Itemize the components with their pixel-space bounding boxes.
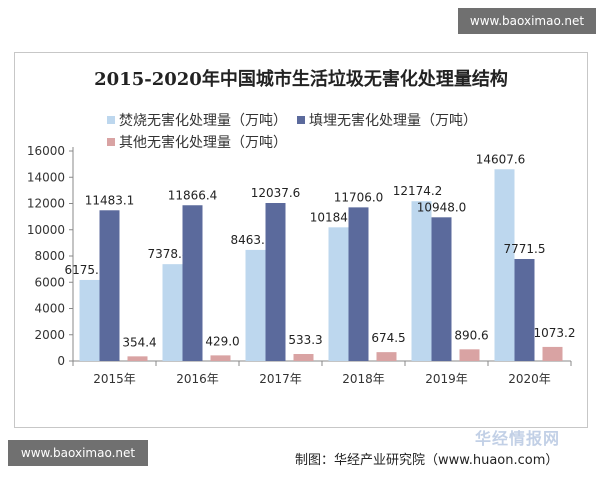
legend-label-other: 其他无害化处理量（万吨） (119, 135, 287, 151)
x-tick-label: 2015年 (93, 372, 136, 386)
bar-series-3-4 (376, 352, 397, 361)
legend-label-landfill: 填埋无害化处理量（万吨） (309, 113, 477, 129)
y-tick-label: 0 (57, 354, 65, 368)
data-label-series-2-2: 11866.4 (168, 188, 218, 202)
bar-series-1-2 (162, 264, 183, 361)
legend-item-incineration: 焚烧无害化处理量（万吨） (107, 110, 287, 130)
x-tick-label: 2016年 (176, 372, 219, 386)
data-label-series-2-5: 10948.0 (417, 200, 467, 214)
y-tick-label: 14000 (27, 170, 65, 184)
y-tick-label: 16000 (27, 144, 65, 158)
data-label-series-3-2: 429.0 (205, 334, 239, 348)
bar-series-3-2 (210, 355, 231, 361)
bar-series-3-3 (293, 354, 314, 361)
data-label-series-2-1: 11483.1 (85, 193, 135, 207)
data-label-series-3-6: 1073.2 (534, 326, 576, 340)
data-label-series-3-4: 674.5 (371, 331, 405, 345)
watermark-badge-bottom: www.baoximao.net (8, 440, 148, 466)
bar-series-1-5 (411, 201, 432, 361)
bar-series-1-6 (494, 169, 515, 361)
legend-swatch-incineration (107, 116, 115, 124)
bar-series-2-3 (265, 203, 286, 361)
y-tick-label: 8000 (34, 249, 65, 263)
y-tick-label: 2000 (34, 328, 65, 342)
bar-series-1-1 (79, 279, 100, 361)
watermark-badge-top: www.baoximao.net (458, 8, 596, 34)
data-label-series-1-5: 12174.2 (393, 184, 443, 198)
bar-series-2-2 (182, 205, 203, 361)
bar-series-3-5 (459, 349, 480, 361)
data-label-series-1-1: 6175.5 (65, 263, 107, 277)
data-label-series-2-4: 11706.0 (334, 190, 384, 204)
watermark-text: 华经情报网 (475, 429, 561, 448)
legend-item-other: 其他无害化处理量（万吨） (107, 132, 287, 152)
bar-series-1-3 (245, 249, 266, 361)
x-tick-label: 2017年 (259, 372, 302, 386)
bar-series-3-6 (542, 346, 563, 361)
y-tick-label: 4000 (34, 302, 65, 316)
bar-series-2-1 (99, 210, 120, 361)
bar-series-2-6 (514, 258, 535, 361)
data-label-series-1-3: 8463.3 (231, 233, 273, 247)
bar-series-2-4 (348, 207, 369, 361)
bar-series-3-1 (127, 356, 148, 361)
bar-series-1-4 (328, 227, 349, 361)
chart-title: 2015-2020年中国城市生活垃圾无害化处理量结构 (94, 69, 508, 90)
source-note: 制图：华经产业研究院（www.huaon.com） (295, 453, 559, 468)
y-tick-label: 10000 (27, 223, 65, 237)
chart-frame: 2015-2020年中国城市生活垃圾无害化处理量结构 焚烧无害化处理量（万吨） … (14, 52, 588, 468)
legend-item-landfill: 填埋无害化处理量（万吨） (297, 110, 477, 130)
legend-swatch-other (107, 138, 115, 146)
legend-label-incineration: 焚烧无害化处理量（万吨） (119, 113, 287, 129)
data-label-series-1-4: 10184.9 (310, 210, 360, 224)
legend-swatch-landfill (297, 116, 305, 124)
data-label-series-2-6: 7771.5 (504, 242, 546, 256)
bar-series-2-5 (431, 217, 452, 361)
data-label-series-1-6: 14607.6 (476, 152, 526, 166)
data-label-series-2-3: 12037.6 (251, 186, 301, 200)
x-tick-label: 2018年 (342, 372, 385, 386)
chart-legend: 焚烧无害化处理量（万吨） 填埋无害化处理量（万吨） 其他无害化处理量（万吨） (107, 109, 487, 153)
y-tick-label: 12000 (27, 197, 65, 211)
data-label-series-3-5: 890.6 (454, 328, 488, 342)
x-tick-label: 2020年 (508, 372, 551, 386)
bar-chart: 0 2000 4000 6000 8000 10000 12000 14000 16000 201… (27, 144, 576, 386)
data-label-series-1-2: 7378.4 (148, 247, 190, 261)
data-label-series-3-1: 354.4 (122, 335, 156, 349)
x-tick-label: 2019年 (425, 372, 468, 386)
y-tick-label: 6000 (34, 275, 65, 289)
data-label-series-3-3: 533.3 (288, 333, 322, 347)
